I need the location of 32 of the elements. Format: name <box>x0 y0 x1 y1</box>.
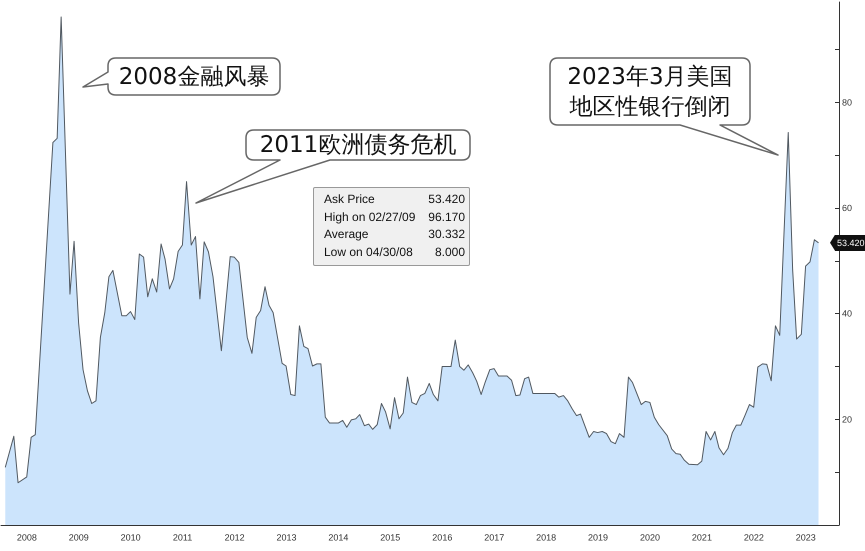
x-tick-label: 2009 <box>68 532 89 542</box>
x-tick-label: 2018 <box>536 532 556 542</box>
x-tick-label: 2014 <box>328 532 348 542</box>
y-tick-label: 80 <box>842 97 852 108</box>
annotation: 2023年3月美国地区性银行倒闭 <box>566 62 734 122</box>
y-tick-label: 60 <box>842 203 852 214</box>
annotation: 30.332 <box>428 226 465 243</box>
annotation: Average <box>324 226 368 243</box>
x-tick-label: 2023 <box>796 532 816 542</box>
x-tick-label: 2020 <box>640 532 660 542</box>
x-tick-label: 2019 <box>588 532 608 542</box>
annotation: Ask Price <box>324 191 375 208</box>
annotation: 96.170 <box>428 208 465 226</box>
x-tick-label: 2022 <box>744 532 764 542</box>
x-tick-label: 2008 <box>16 532 37 542</box>
x-tick-label: 2015 <box>380 532 400 542</box>
x-tick-label: 2013 <box>276 532 297 542</box>
x-tick-label: 2012 <box>224 532 245 542</box>
annotation: High on 02/27/09 <box>324 208 416 226</box>
annotation: Low on 04/30/08 <box>324 244 413 260</box>
y-tick-label: 20 <box>842 414 852 424</box>
annotation: 8.000 <box>434 244 465 260</box>
x-tick-label: 2016 <box>432 532 452 542</box>
annotation: 53.420 <box>428 191 465 208</box>
annotation: 53.420 <box>835 234 865 251</box>
x-tick-label: 2017 <box>484 532 504 542</box>
x-tick-label: 2011 <box>172 532 192 542</box>
annotation: 2011欧洲债务危机 <box>258 131 458 160</box>
y-tick-label: 40 <box>842 308 852 319</box>
x-tick-label: 2010 <box>120 532 141 542</box>
annotation: 2008金融风暴 <box>118 62 270 92</box>
x-tick-label: 2021 <box>692 532 712 542</box>
